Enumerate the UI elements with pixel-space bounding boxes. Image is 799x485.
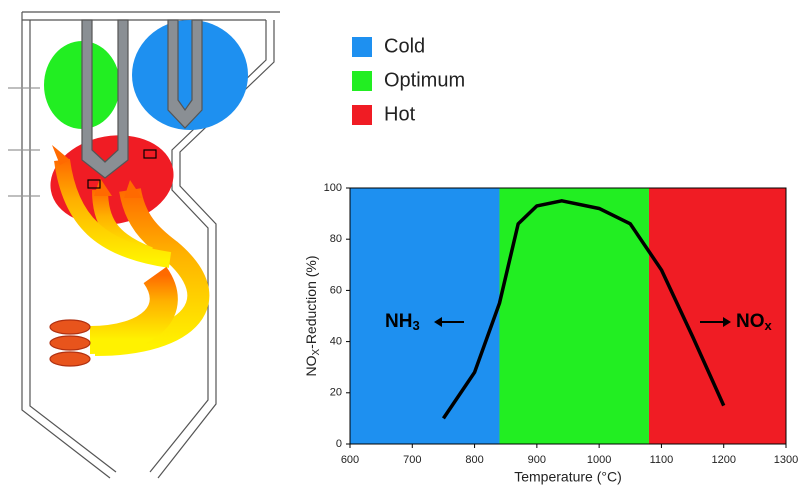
- legend-swatch: [352, 37, 372, 57]
- temperature-band: [499, 188, 648, 444]
- y-tick-label: 80: [330, 233, 342, 245]
- page: Cold Optimum Hot 0 20 40 60 80 100 600 700 800 900 1…: [0, 0, 799, 485]
- legend-label: Optimum: [384, 69, 465, 91]
- y-tick-label: 0: [336, 438, 342, 450]
- y-tick-label: 40: [330, 336, 342, 348]
- y-tick-label: 20: [330, 387, 342, 399]
- annotation-sub: x: [765, 318, 773, 333]
- x-axis-title: Temperature (°C): [514, 469, 622, 485]
- x-tick-label: 600: [341, 454, 359, 466]
- chart: 0 20 40 60 80 100 600 700 800 900 1000 1100 1200 1300…: [324, 182, 799, 466]
- y-axis-title: NOX-Reduction (%): [303, 255, 322, 376]
- temperature-band: [350, 188, 499, 444]
- annotation-text: NH: [385, 311, 412, 332]
- x-tick-label: 700: [403, 454, 421, 466]
- boiler-diagram: [8, 12, 280, 478]
- y-title-main: NO: [303, 355, 319, 376]
- legend: Cold Optimum Hot: [352, 35, 465, 125]
- x-tick-label: 800: [465, 454, 483, 466]
- legend-label: Cold: [384, 35, 425, 57]
- x-tick-label: 1300: [774, 454, 798, 466]
- y-tick-label: 100: [324, 182, 342, 194]
- annotation-text: NO: [736, 311, 765, 332]
- x-tick-label: 1000: [587, 454, 611, 466]
- x-tick-label: 900: [528, 454, 546, 466]
- legend-swatch: [352, 105, 372, 125]
- legend-swatch: [352, 71, 372, 91]
- y-tick-label: 60: [330, 284, 342, 296]
- y-title-rest: -Reduction (%): [303, 255, 319, 348]
- x-tick-label: 1100: [650, 454, 674, 466]
- legend-label: Hot: [384, 103, 416, 125]
- annotation-sub: 3: [412, 318, 419, 333]
- temperature-band: [649, 188, 786, 444]
- x-tick-label: 1200: [711, 454, 735, 466]
